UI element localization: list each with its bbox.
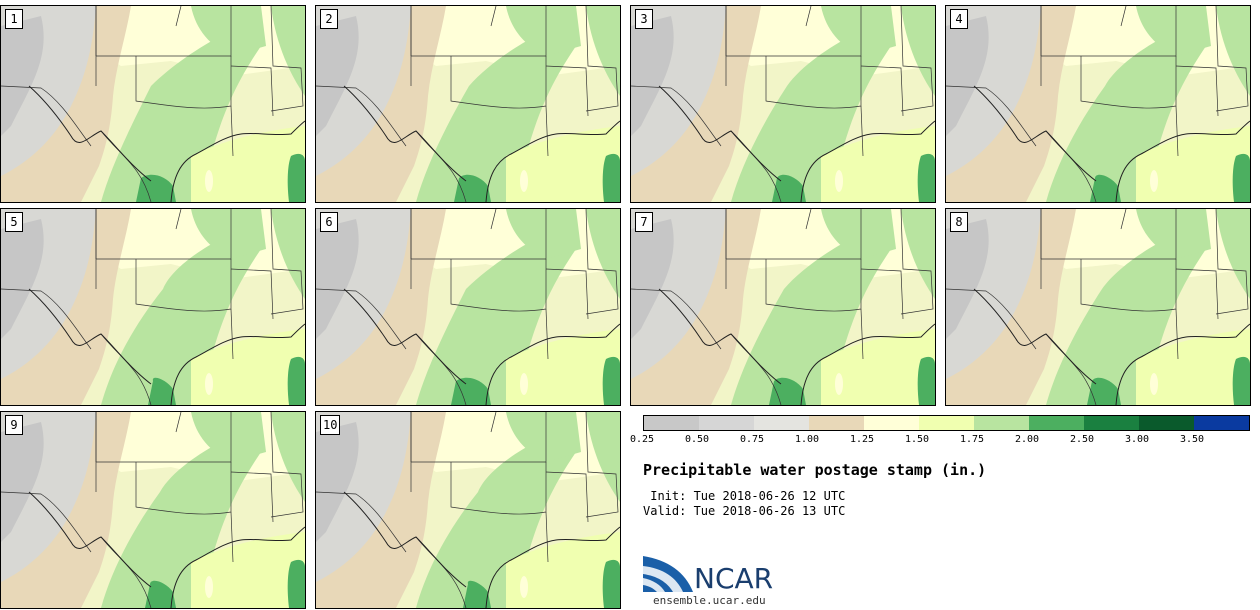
init-time: Init: Tue 2018-06-26 12 UTC [643,489,846,503]
logo-wordmark: NCAR [694,562,774,595]
colorbar-swatch [644,416,699,430]
postage-stamp-panel: 5 [0,208,306,406]
member-number-label: 7 [635,212,653,232]
colorbar-tick-label: 0.25 [630,434,655,445]
precipitable-water-map [1,209,305,405]
precipitable-water-map [1,412,305,608]
member-number-label: 8 [950,212,968,232]
colorbar-swatch [809,416,864,430]
precipitable-water-map [631,209,935,405]
postage-stamp-panel: 3 [630,5,936,203]
colorbar-tick-label: 2.50 [1070,434,1095,445]
member-number-label: 1 [5,9,23,29]
colorbar-tick-label: 3.50 [1180,434,1205,445]
logo-url: ensemble.ucar.edu [653,594,766,607]
precipitable-water-map [631,6,935,202]
colorbar-tick-labels: 0.25 0.50 0.75 1.00 1.25 1.50 1.75 2.00 2.50 3.00… [630,434,1260,448]
precipitable-water-map [1,6,305,202]
colorbar-swatch [699,416,754,430]
colorbar-tick-label: 1.25 [850,434,875,445]
ncar-logo-icon [643,556,693,592]
postage-stamp-panel: 6 [315,208,621,406]
colorbar-swatch [754,416,809,430]
postage-stamp-panel: 8 [945,208,1251,406]
postage-stamp-panel: 10 [315,411,621,609]
colorbar-swatch [919,416,974,430]
colorbar-swatch [1194,416,1249,430]
postage-stamp-panel: 9 [0,411,306,609]
valid-time: Valid: Tue 2018-06-26 13 UTC [643,504,846,518]
colorbar-tick-label: 1.75 [960,434,985,445]
precipitable-water-map [316,6,620,202]
member-number-label: 10 [320,415,341,435]
postage-stamp-panel: 7 [630,208,936,406]
colorbar-swatch [864,416,919,430]
member-number-label: 3 [635,9,653,29]
precipitable-water-map [946,6,1250,202]
colorbar-swatch [1029,416,1084,430]
colorbar-tick-label: 3.00 [1125,434,1150,445]
member-number-label: 4 [950,9,968,29]
colorbar-tick-label: 2.00 [1015,434,1040,445]
member-number-label: 9 [5,415,23,435]
colorbar-swatch [974,416,1029,430]
colorbar [643,415,1250,431]
member-number-label: 6 [320,212,338,232]
member-number-label: 5 [5,212,23,232]
colorbar-swatch [1084,416,1139,430]
colorbar-swatch [1139,416,1194,430]
map-title: Precipitable water postage stamp (in.) [643,461,987,479]
colorbar-tick-label: 1.50 [905,434,930,445]
precipitable-water-map [316,209,620,405]
precipitable-water-map [316,412,620,608]
precipitable-water-map [946,209,1250,405]
postage-stamp-panel: 4 [945,5,1251,203]
member-number-label: 2 [320,9,338,29]
colorbar-tick-label: 0.50 [685,434,710,445]
postage-stamp-panel: 1 [0,5,306,203]
postage-stamp-panel: 2 [315,5,621,203]
colorbar-tick-label: 1.00 [795,434,820,445]
colorbar-tick-label: 0.75 [740,434,765,445]
